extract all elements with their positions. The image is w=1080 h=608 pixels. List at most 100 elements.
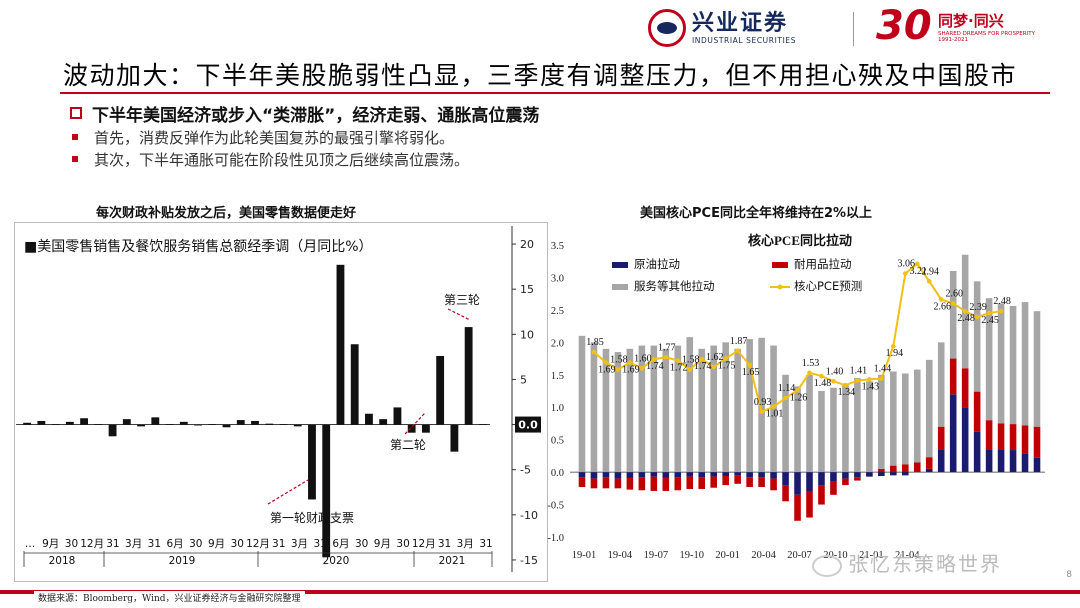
- durables-bar: [818, 485, 825, 505]
- core-pce-point: [795, 388, 800, 393]
- services-bar: [806, 374, 813, 473]
- oil-bar: [686, 472, 694, 477]
- core-pce-value-label: 2.39: [969, 302, 987, 313]
- bar: [464, 327, 473, 425]
- logo-divider: [853, 12, 854, 46]
- x-tick-label: 31: [106, 538, 119, 550]
- oil-bar: [746, 472, 753, 478]
- durables-bar: [961, 368, 969, 408]
- core-pce-value-label: 2.45: [981, 315, 999, 326]
- core-pce-value-label: 1.58: [682, 355, 700, 366]
- bar: [208, 424, 217, 425]
- x-tick-label: 9月: [42, 538, 59, 550]
- x-tick-label: 31: [479, 538, 492, 550]
- x-tick-label: 21-01: [859, 550, 884, 561]
- durables-bar: [854, 477, 861, 481]
- core-pce-point: [807, 370, 812, 376]
- x-tick-label: …: [25, 538, 36, 550]
- services-bar: [674, 345, 682, 473]
- footer-source: 数据来源：Bloomberg，Wind，兴业证券经济与金融研究院整理: [34, 591, 305, 604]
- x-tick-label: 30: [65, 538, 78, 550]
- services-bar: [614, 352, 622, 473]
- durables-bar: [578, 477, 586, 488]
- durables-bar: [602, 477, 610, 489]
- bar: [293, 424, 302, 427]
- durables-bar: [937, 426, 945, 450]
- core-pce-value-label: 1.14: [778, 383, 796, 394]
- bar: [436, 355, 445, 425]
- durables-bar: [973, 391, 981, 432]
- x-tick-label: 31: [148, 538, 161, 550]
- oil-bar: [878, 472, 885, 477]
- core-pce-point: [747, 362, 752, 368]
- oil-bar: [866, 472, 873, 477]
- services-bar: [1021, 302, 1029, 426]
- bar: [478, 424, 487, 425]
- tagline: 同梦·同兴 SHARED DREAMS FOR PROSPERITY 1991-…: [938, 10, 1035, 43]
- core-pce-value-label: 1.58: [610, 355, 628, 366]
- core-pce-point: [938, 297, 944, 302]
- bar: [80, 418, 89, 425]
- bullet-sub-text: 首先，消费反弹作为此轮美国复苏的最强引擎将弱化。: [94, 128, 455, 147]
- year-label: 2021: [439, 555, 466, 567]
- bar: [236, 420, 245, 425]
- bullet-sub-text: 其次，下半年通胀可能在阶段性见顶之后继续高位震荡。: [94, 150, 470, 169]
- y-tick-label: 2.0: [551, 338, 564, 349]
- square-bullet-icon: [72, 134, 78, 140]
- durables-bar: [1021, 425, 1029, 454]
- core-pce-point: [591, 349, 597, 355]
- oil-bar: [925, 468, 933, 473]
- x-tick-label: 3月: [291, 538, 308, 550]
- durables-bar: [890, 465, 897, 473]
- x-tick-label: 12月: [80, 538, 104, 550]
- core-pce-value-label: 1.74: [646, 361, 664, 372]
- y-tick-label: -0.5: [547, 501, 564, 512]
- core-pce-value-label: 2.60: [945, 288, 963, 299]
- bar: [336, 264, 345, 425]
- legend-swatch: [612, 262, 628, 268]
- core-pce-value-label: 2.66: [933, 302, 951, 313]
- durables-bar: [806, 491, 813, 518]
- services-bar: [722, 342, 729, 473]
- tagline-en: SHARED DREAMS FOR PROSPERITY: [938, 31, 1035, 37]
- services-bar: [710, 345, 717, 473]
- services-bar: [973, 281, 981, 392]
- y-tick-label: 15: [520, 283, 534, 296]
- oil-bar: [710, 472, 717, 477]
- core-pce-point: [974, 314, 980, 320]
- y-tick-label: 5: [520, 373, 527, 386]
- core-pce-point: [831, 378, 836, 384]
- core-pce-value-label: 1.60: [634, 353, 652, 364]
- y-tick-label: -10: [520, 509, 538, 522]
- left-chart-heading: 每次财政补贴发放之后，美国零售数据便走好: [96, 206, 357, 221]
- core-pce-value-label: 2.48: [957, 313, 975, 324]
- durables-bar: [1033, 426, 1041, 458]
- tagline-years: 1991-2021: [938, 37, 968, 43]
- oil-bar: [997, 449, 1005, 473]
- legend-swatch: [612, 284, 628, 290]
- bar: [37, 420, 46, 425]
- right-chart-heading: 美国核心PCE同比全年将维持在2%以上: [640, 206, 873, 221]
- oil-bar: [985, 449, 993, 473]
- bar: [194, 424, 202, 426]
- durables-bar: [638, 477, 646, 491]
- x-tick-label: 12月: [246, 538, 270, 550]
- oil-bar: [854, 472, 861, 478]
- x-tick-label: 21-04: [895, 550, 920, 561]
- durables-bar: [674, 477, 682, 491]
- services-bar: [794, 386, 801, 473]
- oil-bar: [830, 472, 837, 482]
- core-pce-point: [639, 365, 645, 371]
- bar: [23, 422, 32, 425]
- y-tick-label: 10: [520, 328, 534, 341]
- left-chart-frame: [14, 222, 548, 582]
- services-bar: [937, 342, 945, 427]
- durables-bar: [949, 358, 957, 395]
- core-pce-value-label: 1.85: [586, 337, 604, 348]
- x-tick-label: 19-07: [644, 550, 669, 561]
- core-pce-point: [819, 373, 824, 379]
- footer-rule: [0, 590, 1080, 594]
- durables-bar: [626, 477, 634, 490]
